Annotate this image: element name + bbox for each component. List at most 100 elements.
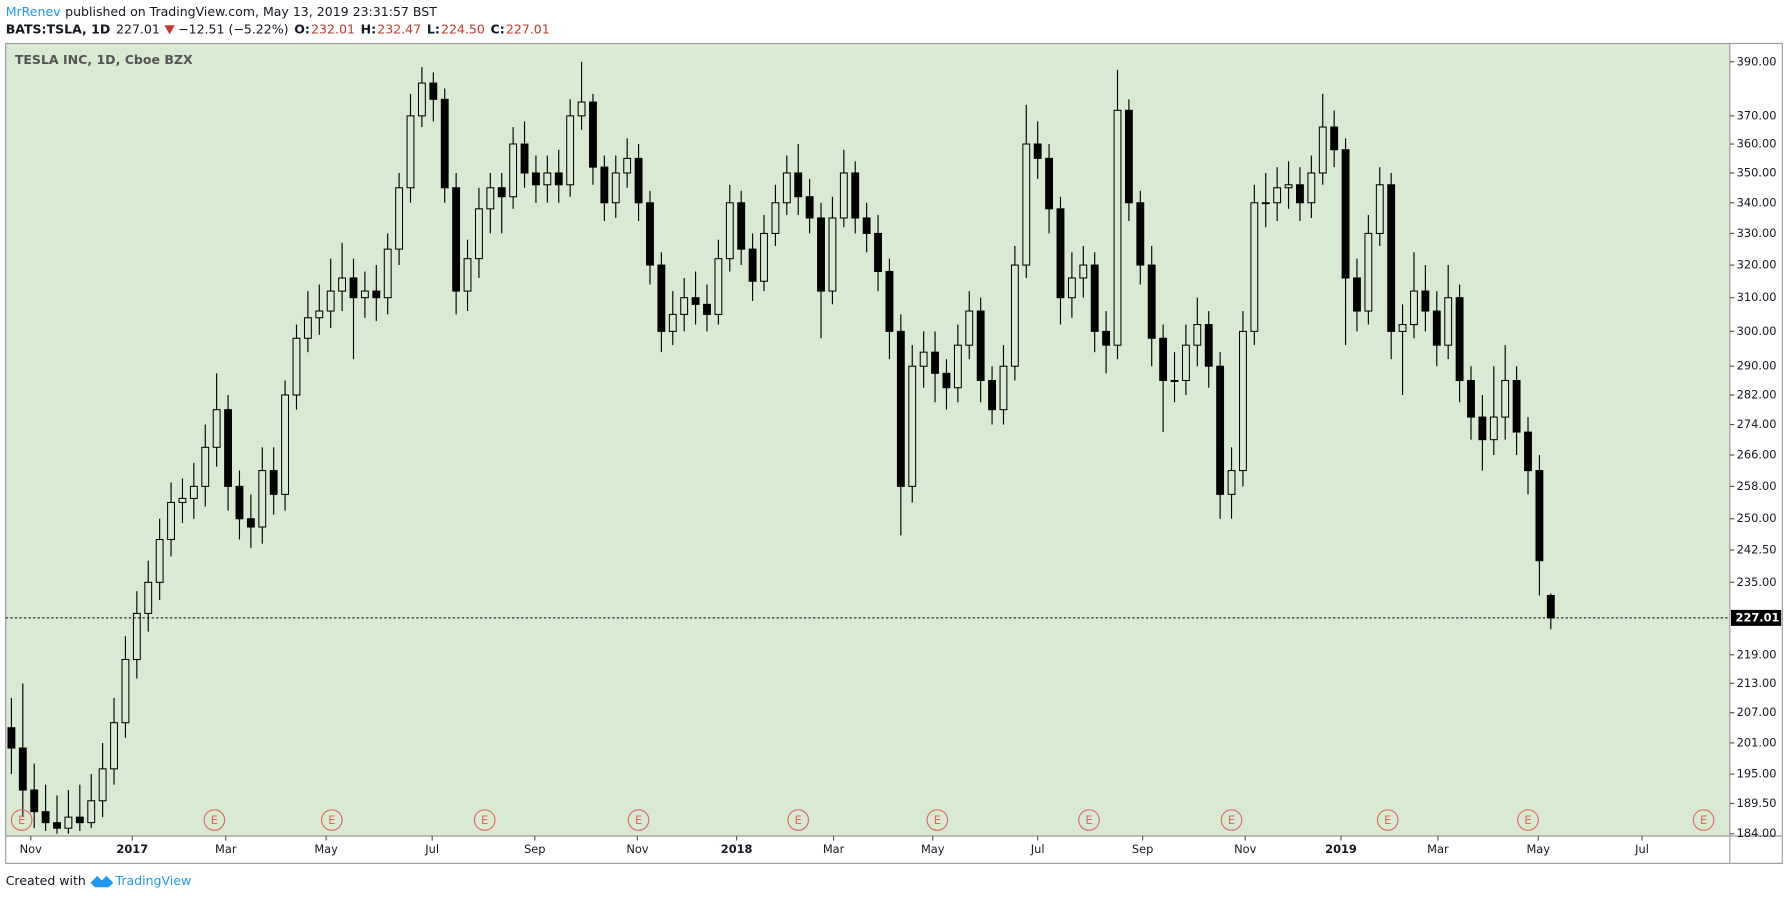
candle-body bbox=[452, 187, 461, 292]
candle-body bbox=[634, 157, 643, 204]
candle bbox=[1410, 252, 1418, 339]
earnings-event[interactable]: E bbox=[627, 809, 650, 831]
candle-body bbox=[794, 172, 803, 198]
candle-body bbox=[246, 518, 255, 528]
y-tick-label: 242.50 bbox=[1737, 543, 1777, 557]
earnings-event[interactable]: E bbox=[926, 809, 949, 831]
candle-body bbox=[668, 313, 677, 332]
y-tick-label: 350.00 bbox=[1737, 165, 1777, 179]
candle bbox=[224, 394, 232, 511]
candle-body bbox=[657, 264, 666, 332]
candle-body bbox=[874, 232, 882, 273]
event-circle bbox=[1692, 809, 1715, 831]
earnings-event[interactable]: E bbox=[10, 809, 33, 831]
candle bbox=[121, 636, 130, 738]
y-tick-label: 184.00 bbox=[1737, 826, 1777, 840]
candle bbox=[372, 265, 381, 322]
candle-body bbox=[611, 172, 620, 204]
candle bbox=[497, 172, 506, 234]
candle-body bbox=[1147, 264, 1156, 339]
x-tick-label: 2019 bbox=[1325, 842, 1357, 856]
x-tick-label: Mar bbox=[1427, 842, 1449, 856]
candle-body bbox=[75, 816, 84, 824]
y-tick-label: 250.00 bbox=[1737, 511, 1777, 525]
candle bbox=[1113, 69, 1122, 360]
candle-body bbox=[1090, 264, 1099, 332]
y-tick-label: 219.00 bbox=[1737, 647, 1777, 661]
candle-body bbox=[1546, 594, 1555, 619]
earnings-event[interactable]: E bbox=[1692, 809, 1715, 831]
down-arrow bbox=[164, 25, 175, 35]
tradingview-logo[interactable] bbox=[90, 875, 114, 888]
candle bbox=[543, 155, 552, 203]
candle bbox=[1387, 172, 1396, 360]
candle bbox=[155, 518, 164, 600]
earnings-event[interactable]: E bbox=[203, 809, 226, 831]
candle bbox=[999, 345, 1008, 425]
event-circle bbox=[787, 809, 810, 831]
candle-body bbox=[748, 248, 757, 282]
earnings-event[interactable]: E bbox=[1376, 809, 1399, 831]
footer-brand[interactable]: TradingView bbox=[115, 873, 192, 888]
candle bbox=[1512, 366, 1521, 455]
event-label: E bbox=[328, 813, 335, 827]
earnings-event[interactable]: E bbox=[473, 809, 496, 831]
x-tick-label: Sep bbox=[1132, 842, 1153, 856]
earnings-event[interactable]: E bbox=[320, 809, 343, 831]
y-tick-label: 195.00 bbox=[1737, 767, 1777, 781]
event-circle bbox=[926, 809, 949, 831]
candle-body bbox=[406, 115, 415, 189]
candle-body bbox=[885, 270, 894, 332]
event-circle bbox=[10, 809, 33, 831]
candle bbox=[748, 233, 757, 302]
candle-body bbox=[1524, 431, 1532, 472]
candle bbox=[326, 258, 335, 328]
candle bbox=[1170, 352, 1179, 403]
event-circle bbox=[627, 809, 650, 831]
published-info: published on TradingView.com, May 13, 20… bbox=[65, 4, 437, 19]
y-tick-label: 300.00 bbox=[1737, 324, 1777, 338]
candle bbox=[691, 271, 700, 325]
earnings-event[interactable]: E bbox=[1220, 809, 1243, 831]
y-tick-label: 274.00 bbox=[1737, 417, 1777, 431]
y-tick-label: 189.50 bbox=[1737, 796, 1777, 810]
x-tick-label: Nov bbox=[1234, 842, 1256, 856]
earnings-event[interactable]: E bbox=[787, 809, 810, 831]
symbol: BATS:TSLA, 1D bbox=[6, 21, 111, 36]
candle-body bbox=[942, 372, 951, 389]
y-tick-label: 213.00 bbox=[1737, 676, 1777, 690]
candle-body bbox=[315, 310, 324, 319]
candle bbox=[600, 155, 609, 222]
last-price-label: 227.01 bbox=[1736, 610, 1780, 624]
y-tick-label: 370.00 bbox=[1737, 108, 1777, 122]
author-link[interactable]: MrRenev bbox=[6, 4, 61, 19]
candle bbox=[87, 774, 96, 829]
candle bbox=[132, 591, 141, 679]
candle-body bbox=[155, 538, 164, 583]
candle bbox=[1432, 291, 1441, 367]
candle-body bbox=[121, 658, 130, 724]
candle bbox=[110, 697, 118, 785]
ohlc-label: O: bbox=[294, 21, 310, 36]
x-tick-label: Mar bbox=[215, 842, 237, 856]
candle-body bbox=[714, 258, 723, 315]
candle bbox=[1330, 110, 1339, 168]
earnings-event[interactable]: E bbox=[1517, 809, 1539, 831]
ohlc-value: 224.50 bbox=[441, 21, 485, 36]
candle bbox=[1056, 196, 1065, 325]
candle bbox=[1421, 265, 1430, 332]
candle-body bbox=[269, 470, 278, 495]
x-tick-label: 2018 bbox=[721, 842, 753, 856]
y-tick-label: 201.00 bbox=[1737, 735, 1777, 749]
earnings-event[interactable]: E bbox=[1078, 809, 1100, 831]
candle bbox=[1067, 252, 1076, 318]
candle bbox=[1216, 352, 1225, 519]
candle bbox=[532, 155, 540, 203]
candle-body bbox=[577, 101, 586, 117]
candle bbox=[714, 239, 723, 325]
candle bbox=[931, 331, 939, 403]
candle bbox=[246, 494, 255, 548]
candle-body bbox=[1432, 310, 1441, 346]
